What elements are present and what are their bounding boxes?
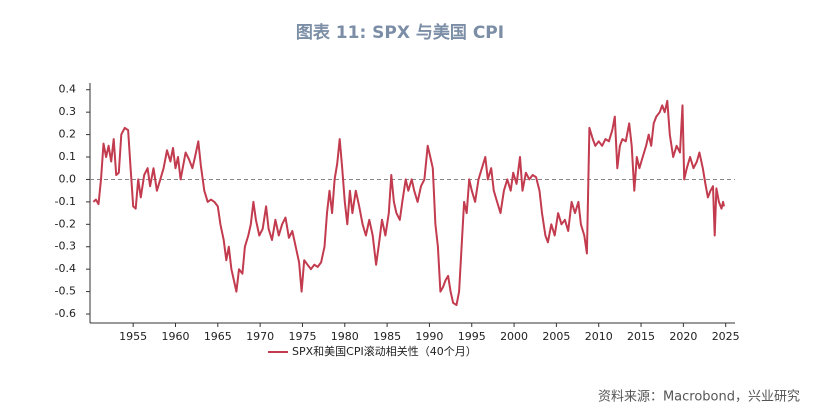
x-tick-label: 1955 xyxy=(119,330,147,343)
x-tick-label: 1960 xyxy=(161,330,189,343)
y-tick-label: 0.2 xyxy=(59,128,77,141)
y-tick-label: 0.1 xyxy=(59,150,77,163)
y-tick-label: 0.0 xyxy=(59,172,77,185)
x-tick-label: 2010 xyxy=(585,330,613,343)
y-tick-label: -0.1 xyxy=(55,195,76,208)
x-tick-label: 1985 xyxy=(373,330,401,343)
y-tick-label: -0.5 xyxy=(55,285,76,298)
y-tick-label: 0.3 xyxy=(59,105,77,118)
x-tick-label: 1975 xyxy=(288,330,316,343)
y-tick-label: -0.4 xyxy=(55,262,76,275)
x-tick-label: 1990 xyxy=(415,330,443,343)
legend-label: SPX和美国CPI滚动相关性（40个月） xyxy=(292,344,477,358)
y-tick-label: -0.3 xyxy=(55,240,76,253)
x-tick-label: 1980 xyxy=(331,330,359,343)
x-tick-label: 1995 xyxy=(458,330,486,343)
y-tick-label: -0.2 xyxy=(55,217,76,230)
line-series xyxy=(92,99,725,307)
x-tick-label: 1965 xyxy=(204,330,232,343)
x-tick-label: 2020 xyxy=(669,330,697,343)
chart-title: 图表 11: SPX 与美国 CPI xyxy=(296,22,504,43)
x-tick-label: 2005 xyxy=(542,330,570,343)
y-tick-label: 0.4 xyxy=(59,83,77,96)
y-tick-label: -0.6 xyxy=(55,307,76,320)
x-tick-label: 2015 xyxy=(627,330,655,343)
x-tick-label: 2025 xyxy=(712,330,740,343)
source-note: 资料来源：Macrobond，兴业研究 xyxy=(598,390,800,405)
x-tick-label: 2000 xyxy=(500,330,528,343)
x-tick-label: 1970 xyxy=(246,330,274,343)
